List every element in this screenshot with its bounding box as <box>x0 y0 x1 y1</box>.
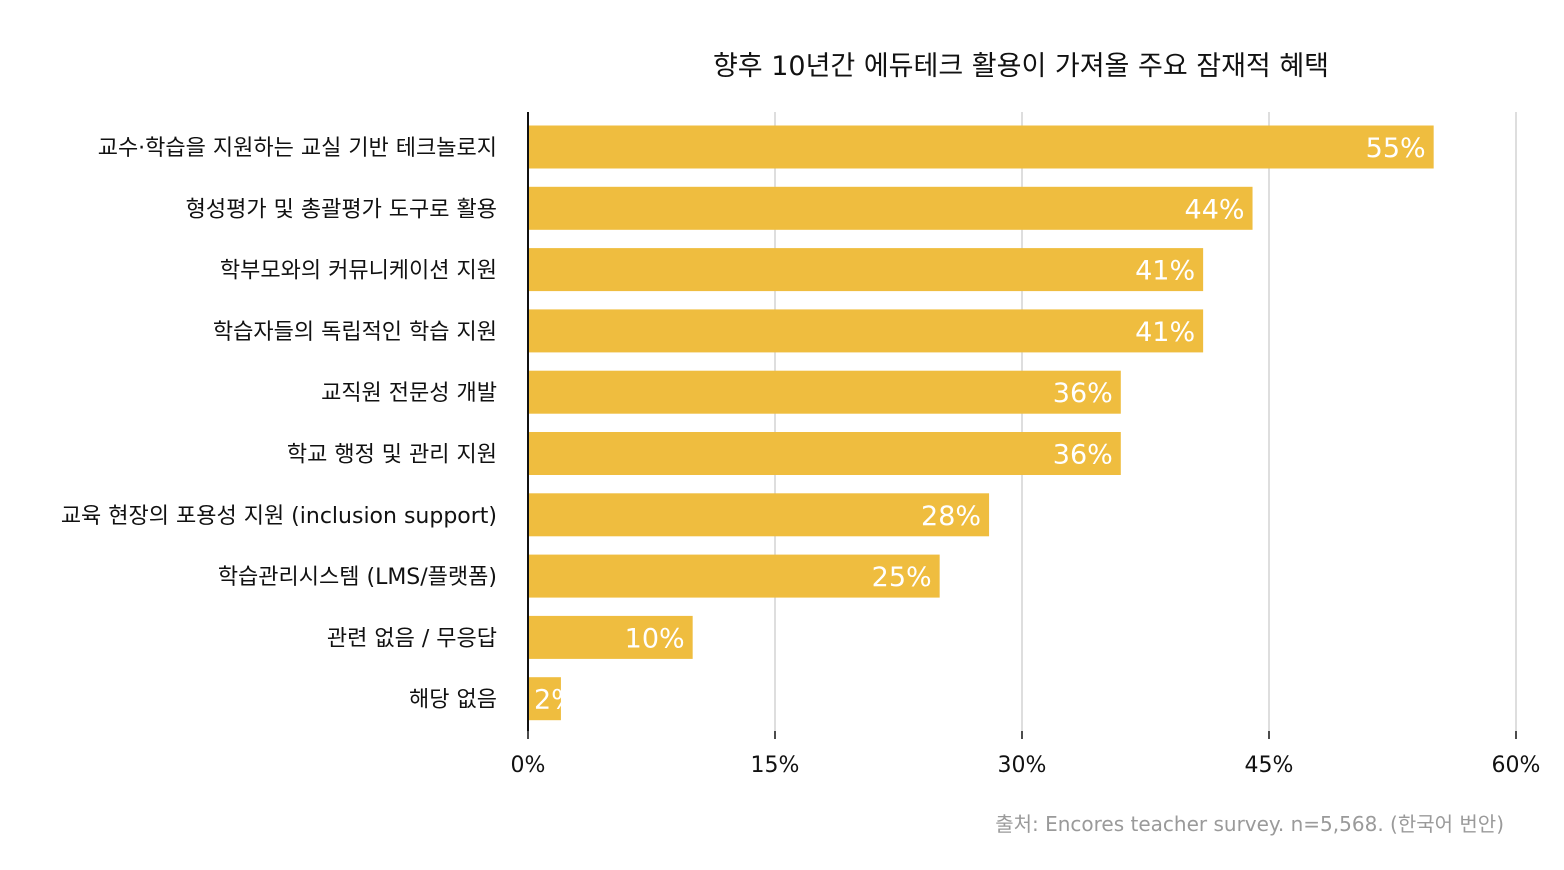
x-tick-label: 60% <box>1492 753 1541 778</box>
value-label: 10% <box>625 623 685 654</box>
bar <box>528 554 940 598</box>
value-label: 41% <box>1135 317 1195 348</box>
bar <box>528 125 1434 169</box>
category-label: 교직원 전문성 개발 <box>321 381 497 406</box>
value-label: 36% <box>1053 440 1113 471</box>
category-label: 교육 현장의 포용성 지원 (inclusion support) <box>61 504 497 529</box>
bar <box>528 186 1253 230</box>
bar <box>528 432 1121 475</box>
bars <box>528 125 1434 721</box>
category-label: 형성평가 및 총괄평가 도구로 활용 <box>186 197 497 222</box>
value-label: 25% <box>872 562 932 593</box>
bar <box>528 248 1204 292</box>
x-tick-label: 30% <box>998 753 1047 778</box>
x-tick-label: 15% <box>751 753 800 778</box>
x-tick-label: 45% <box>1245 753 1294 778</box>
bar <box>528 615 693 659</box>
x-axis-ticks: 0% 15% 30% 45% 60% <box>511 731 1541 778</box>
value-label: 36% <box>1053 378 1113 409</box>
category-label: 학부모와의 커뮤니케이션 지원 <box>220 259 497 284</box>
category-label: 해당 없음 <box>409 688 497 713</box>
bar <box>528 493 990 537</box>
value-label: 41% <box>1135 256 1195 287</box>
value-label: 55% <box>1366 133 1426 164</box>
category-label: 관련 없음 / 무응답 <box>327 626 497 651</box>
bar <box>528 370 1121 414</box>
value-labels: 55% 44% 41% 41% 36% 36% 28% 25% 10% 2% <box>534 133 1426 716</box>
category-label: 학습관리시스템 (LMS/플랫폼) <box>218 565 497 590</box>
category-label: 교수·학습을 지원하는 교실 기반 테크놀로지 <box>98 136 497 161</box>
bar <box>528 677 561 721</box>
value-label: 44% <box>1185 194 1245 225</box>
value-label: 28% <box>921 501 981 532</box>
bar <box>528 309 1204 353</box>
x-tick-label: 0% <box>511 753 546 778</box>
value-label: 2% <box>534 685 577 716</box>
category-label: 학습자들의 독립적인 학습 지원 <box>213 320 497 345</box>
category-label: 학교 행정 및 관리 지원 <box>287 443 497 468</box>
chart-title: 향후 10년간 에듀테크 활용이 가져올 주요 잠재적 혜택 <box>713 51 1329 82</box>
source-note: 출처: Encores teacher survey. n=5,568. (한국… <box>995 812 1504 836</box>
